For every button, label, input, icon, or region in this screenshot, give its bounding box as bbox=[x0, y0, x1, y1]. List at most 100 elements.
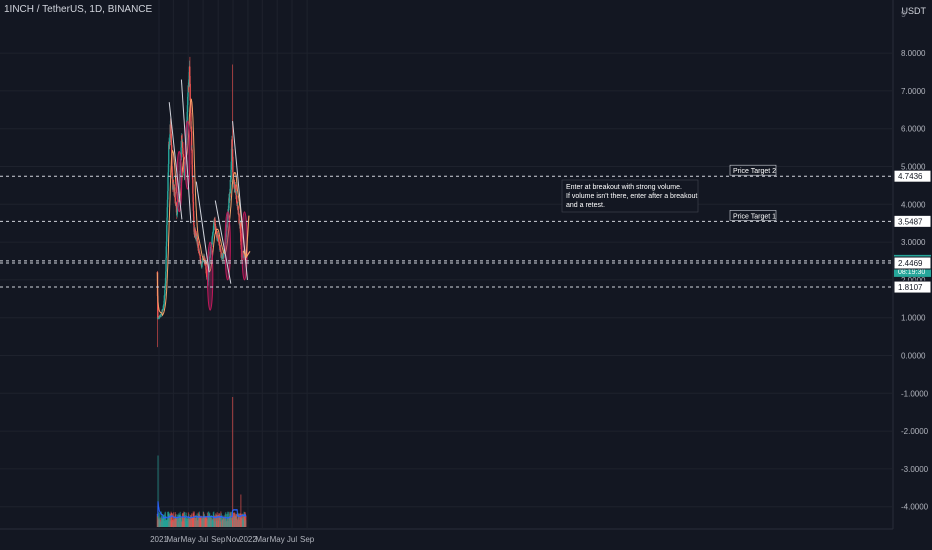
candle-body bbox=[170, 145, 173, 151]
candle-body bbox=[193, 216, 195, 225]
candle-body bbox=[190, 131, 193, 151]
candle-body bbox=[166, 217, 168, 226]
candle-body bbox=[206, 274, 208, 278]
trendline bbox=[180, 79, 192, 224]
candle-body bbox=[208, 256, 211, 263]
price-level-tag bbox=[893, 214, 932, 228]
candle-body bbox=[188, 79, 190, 87]
candle-body bbox=[232, 156, 234, 173]
candle-body bbox=[227, 209, 229, 219]
candle-body bbox=[230, 148, 233, 162]
candle-body bbox=[212, 225, 215, 231]
price-level-tag bbox=[893, 280, 932, 294]
chart-title: 1INCH / TetherUS, 1D, BINANCE bbox=[4, 4, 153, 15]
candle-body bbox=[179, 162, 182, 175]
candle-body bbox=[181, 142, 184, 149]
candle-body bbox=[158, 317, 161, 319]
price-axis-top-label: 9 bbox=[900, 9, 906, 19]
candle-body bbox=[177, 193, 180, 203]
candle-body bbox=[230, 169, 232, 179]
price-target-label: Price Target 2 bbox=[733, 168, 776, 175]
x-tick-label: Sep bbox=[300, 535, 315, 544]
candle-body bbox=[232, 172, 234, 177]
price-level-tag bbox=[893, 256, 932, 270]
x-tick-label: 2021 bbox=[150, 535, 168, 544]
price-target-label-box bbox=[729, 210, 777, 221]
candle-body bbox=[157, 296, 159, 319]
candle-body bbox=[204, 258, 206, 262]
candle-body bbox=[192, 201, 195, 211]
candle-body bbox=[188, 75, 190, 80]
y-tick-label: 2.0000 bbox=[901, 276, 926, 285]
moving-average-line bbox=[156, 98, 247, 317]
price-level-value: 1.8107 bbox=[898, 283, 923, 292]
candle-body bbox=[191, 164, 194, 177]
candle-body bbox=[164, 277, 167, 284]
candle-body bbox=[217, 234, 219, 237]
candle-body bbox=[201, 263, 203, 268]
candle-body bbox=[239, 223, 242, 234]
x-tick-label: Mar bbox=[255, 535, 269, 544]
candle-body bbox=[205, 265, 207, 270]
candle-body bbox=[190, 126, 193, 132]
price-target-label: Price Target 1 bbox=[733, 213, 776, 220]
currency-label[interactable]: USDT bbox=[901, 6, 927, 16]
candle-body bbox=[175, 203, 178, 213]
candle-body bbox=[182, 148, 184, 155]
candle-body bbox=[180, 147, 182, 161]
annotation-box bbox=[561, 179, 699, 213]
candle-body bbox=[230, 178, 232, 183]
highlight-circle bbox=[206, 241, 214, 311]
candle-body bbox=[199, 254, 201, 259]
volume-bar bbox=[182, 513, 184, 527]
candle-body bbox=[193, 224, 195, 232]
candle-body bbox=[209, 247, 212, 255]
candle-body bbox=[174, 197, 177, 204]
candle-body bbox=[163, 300, 165, 305]
candle-body bbox=[214, 219, 216, 230]
candle-body bbox=[207, 269, 210, 276]
annotation-arrow bbox=[245, 215, 250, 258]
volume-bar bbox=[157, 455, 159, 527]
y-tick-label: -4.0000 bbox=[901, 503, 929, 512]
countdown-label: 08:19:30 bbox=[898, 269, 925, 276]
candle-body bbox=[189, 75, 191, 84]
candle-body bbox=[163, 295, 166, 301]
candle-body bbox=[190, 112, 192, 129]
candle-body bbox=[238, 214, 240, 223]
y-tick-label: 0.0000 bbox=[901, 352, 926, 361]
candle-body bbox=[228, 193, 231, 201]
volume-ma-line bbox=[156, 501, 247, 519]
candle-body bbox=[241, 253, 244, 258]
x-tick-label: Sep bbox=[211, 535, 226, 544]
candle-body bbox=[236, 195, 238, 203]
candle-body bbox=[160, 313, 162, 315]
x-tick-label: Mar bbox=[166, 535, 180, 544]
annotation-line: Enter at breakout with strong volume. bbox=[566, 184, 682, 191]
candle-body bbox=[183, 169, 185, 173]
candle-body bbox=[168, 144, 170, 165]
candle-body bbox=[186, 120, 188, 136]
candle-body bbox=[238, 213, 240, 215]
candle-body bbox=[189, 83, 191, 101]
candle-body bbox=[180, 140, 183, 148]
candle-body bbox=[218, 242, 220, 246]
candle-body bbox=[160, 313, 162, 317]
x-tick-label: 2022 bbox=[239, 535, 257, 544]
candle-body bbox=[235, 188, 237, 195]
candle-body bbox=[162, 305, 165, 309]
price-level-value: 2.4469 bbox=[898, 259, 923, 268]
price-level-tag bbox=[893, 169, 932, 183]
trendline bbox=[214, 200, 232, 284]
candle-body bbox=[229, 179, 232, 194]
volume-bar bbox=[172, 513, 174, 527]
price-level-value: 3.5487 bbox=[898, 217, 923, 226]
y-tick-label: 4.0000 bbox=[901, 200, 926, 209]
candle-body bbox=[227, 208, 230, 211]
candle-body bbox=[194, 229, 196, 237]
candle-body bbox=[198, 248, 200, 251]
candle-body bbox=[170, 124, 172, 134]
candle-body bbox=[189, 100, 192, 113]
candle-body bbox=[228, 198, 230, 209]
